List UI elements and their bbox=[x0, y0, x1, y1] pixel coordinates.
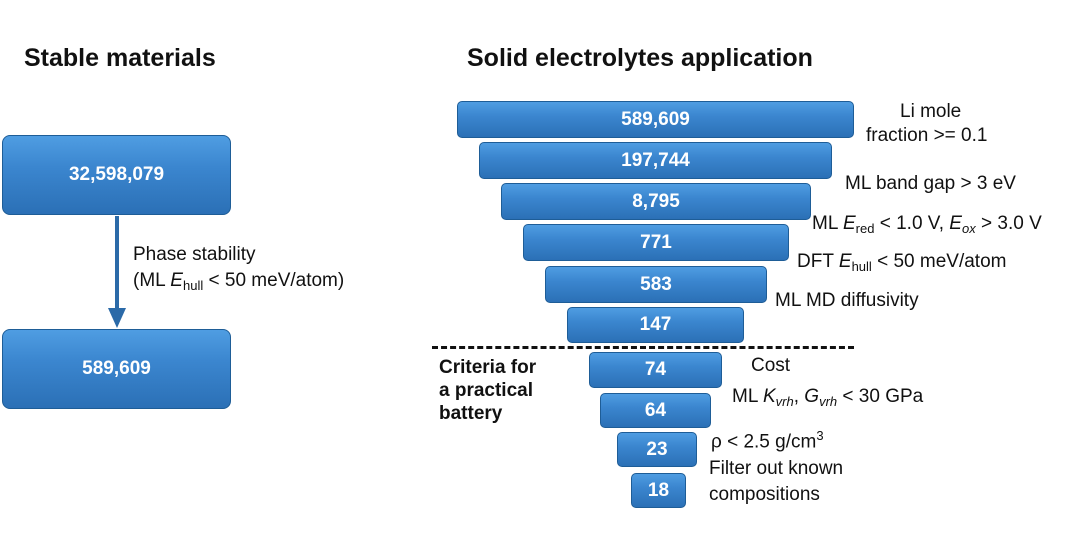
diffusivity-label: ML MD diffusivity bbox=[775, 290, 919, 311]
li-fraction-label: Li mole bbox=[900, 101, 962, 122]
redox-window-label: ML Ered < 1.0 V, Eox > 3.0 V bbox=[812, 213, 1042, 236]
dft-hull-label: DFT Ehull < 50 meV/atom bbox=[797, 251, 1007, 274]
density-label: ρ < 2.5 g/cm3 bbox=[711, 428, 824, 453]
known-compositions-label-line2: compositions bbox=[709, 484, 820, 505]
funnel-stage-1: 589,609 bbox=[457, 101, 854, 138]
phase-stability-label: Phase stability bbox=[133, 244, 256, 265]
band-gap-label: ML band gap > 3 eV bbox=[845, 173, 1016, 194]
funnel-stage-3: 8,795 bbox=[501, 183, 811, 220]
phase-stability-arrow-head bbox=[108, 308, 126, 328]
funnel-stage-7: 74 bbox=[589, 352, 722, 388]
phase-stability-arrow-shaft bbox=[115, 216, 119, 311]
total-materials-box: 32,598,079 bbox=[2, 135, 231, 215]
funnel-stage-5: 583 bbox=[545, 266, 767, 303]
known-compositions-label: Filter out known bbox=[709, 458, 844, 479]
stable-materials-box: 589,609 bbox=[2, 329, 231, 409]
funnel-stage-4: 771 bbox=[523, 224, 789, 261]
funnel-stage-10: 18 bbox=[631, 473, 686, 508]
elastic-moduli-label: ML Kvrh, Gvrh < 30 GPa bbox=[732, 386, 924, 409]
funnel-stage-8: 64 bbox=[600, 393, 711, 428]
phase-stability-criterion: (ML Ehull < 50 meV/atom) bbox=[133, 270, 345, 293]
cost-label: Cost bbox=[751, 355, 791, 376]
practical-criteria-divider bbox=[432, 346, 854, 349]
practical-battery-label: Criteria for a practical battery bbox=[439, 357, 537, 424]
solid-electrolytes-heading: Solid electrolytes application bbox=[467, 44, 813, 72]
funnel-stage-2: 197,744 bbox=[479, 142, 832, 179]
stable-materials-heading: Stable materials bbox=[24, 44, 216, 72]
funnel-stage-6: 147 bbox=[567, 307, 744, 343]
funnel-stage-9: 23 bbox=[617, 432, 697, 467]
li-fraction-label-line2: fraction >= 0.1 bbox=[866, 125, 988, 146]
